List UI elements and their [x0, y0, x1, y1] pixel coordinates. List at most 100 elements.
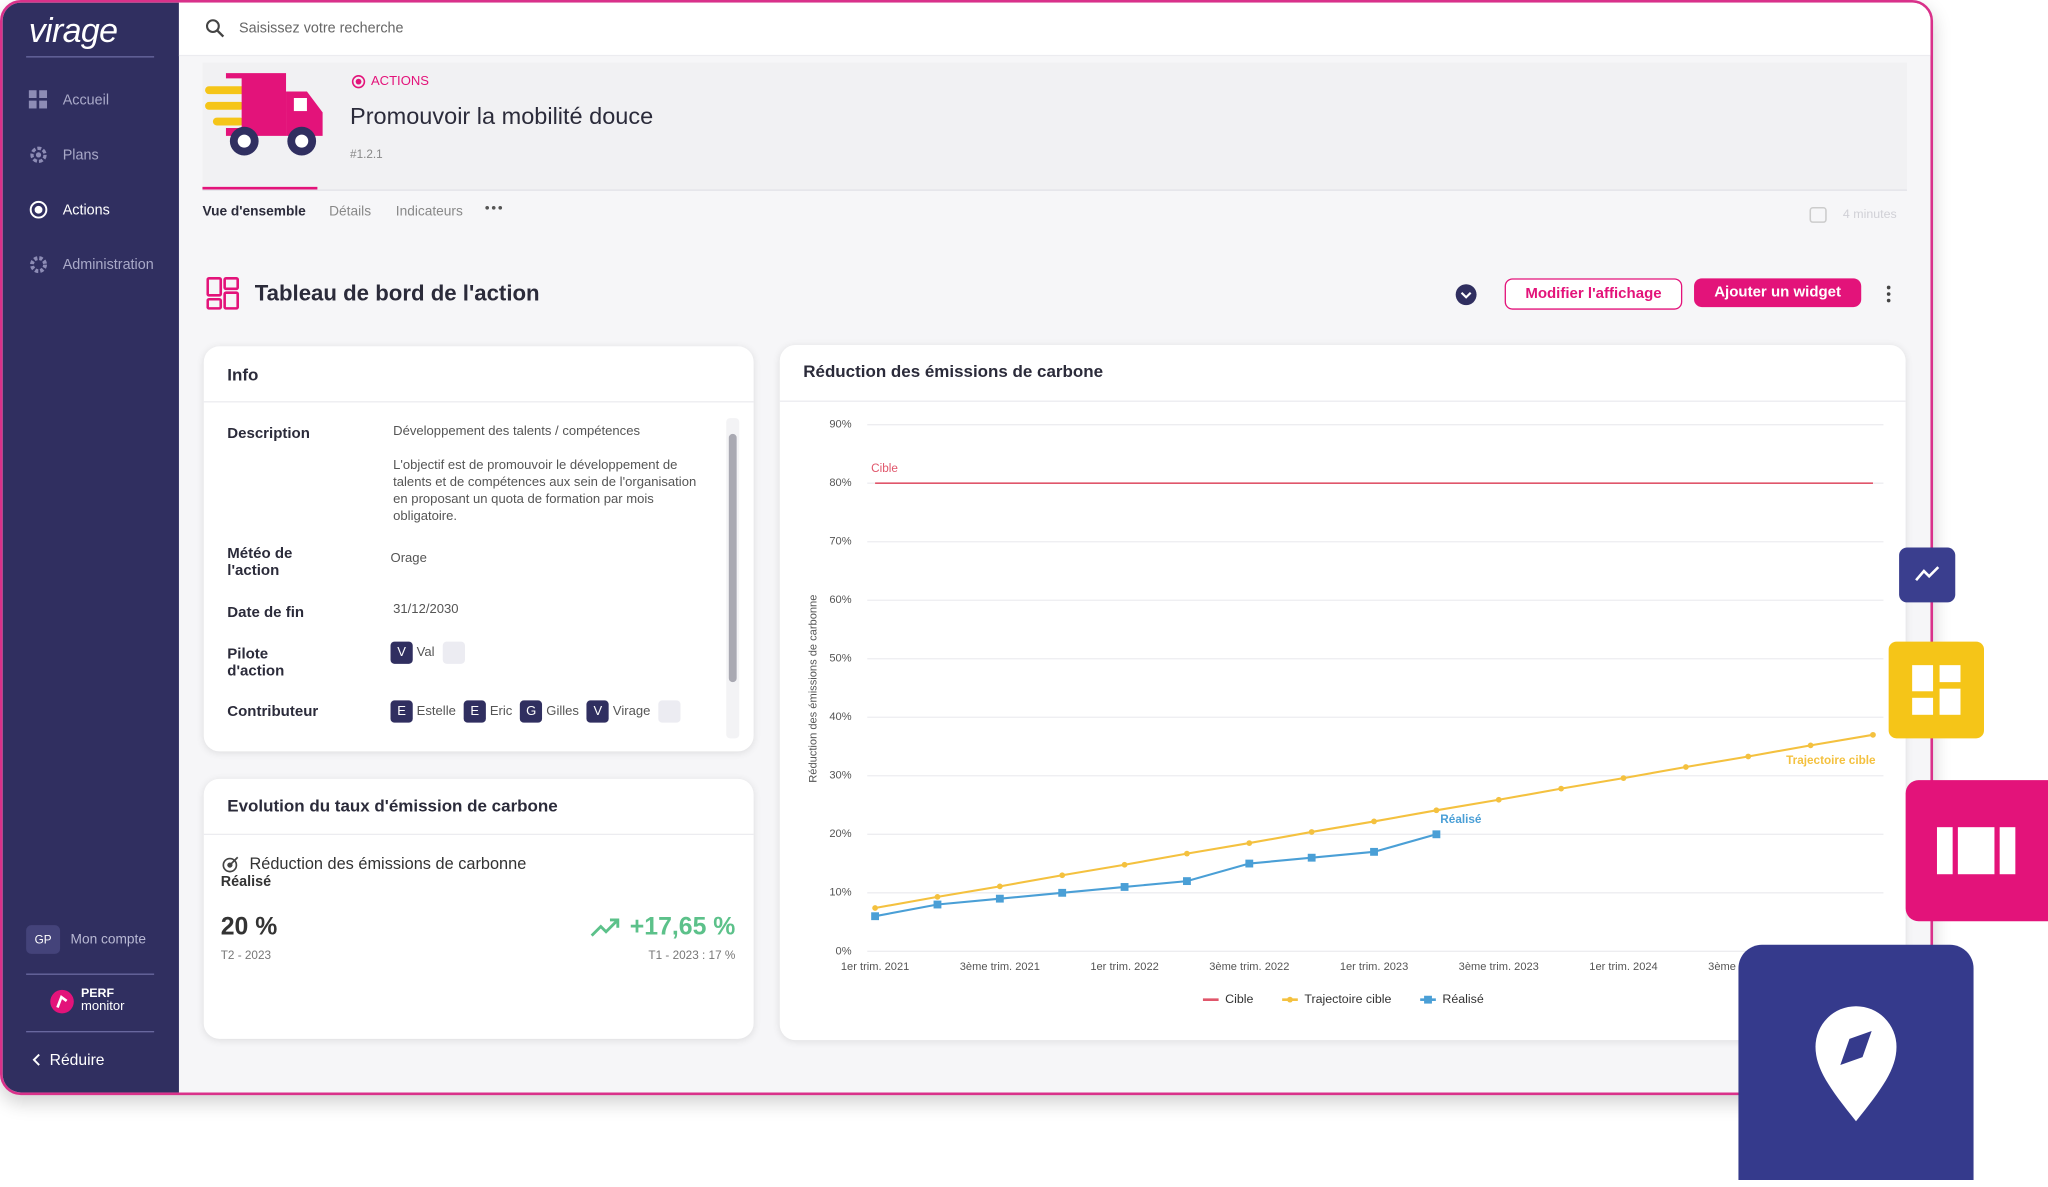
nav-item[interactable]: Accueil	[28, 90, 110, 110]
y-axis-title: Réduction des émissions de carbonne	[808, 595, 820, 783]
nav-item[interactable]: Administration	[29, 255, 154, 275]
person-initial: E	[390, 700, 413, 723]
change: +17,65 %	[590, 913, 736, 942]
collapse-button[interactable]: Réduire	[31, 1051, 105, 1069]
x-tick-label: 1er trim. 2022	[1090, 961, 1158, 973]
chevron	[32, 1053, 40, 1066]
y-tick-label: 40%	[829, 711, 851, 723]
data-point	[1558, 785, 1565, 792]
nav-label: Accueil	[62, 92, 110, 108]
tab[interactable]: Détails	[329, 203, 372, 220]
nav-icon	[30, 146, 47, 164]
brand: PERF monitor	[50, 987, 125, 1014]
nav-label: Actions	[62, 201, 110, 218]
x-tick-label: 3ème trim. 2022	[1209, 961, 1289, 973]
dashboard-icon	[206, 277, 240, 310]
legend-label: Réalisé	[1442, 992, 1483, 1006]
person: V Val	[390, 641, 435, 664]
field-value: Développement des talents / compétences	[393, 424, 640, 440]
tab[interactable]: Indicateurs	[395, 203, 463, 220]
collapse-toggle[interactable]	[1455, 284, 1477, 306]
person-name: Val	[416, 645, 435, 660]
person-name: Eric	[489, 704, 513, 719]
card-title: Info	[227, 364, 259, 385]
nav-item[interactable]: Actions	[29, 200, 110, 220]
x-tick-label: 1er trim. 2021	[841, 961, 909, 973]
data-point	[933, 900, 942, 909]
add-person[interactable]	[658, 700, 681, 723]
legend-item: Trajectoire cible	[1282, 992, 1392, 1006]
category-icon	[351, 75, 366, 89]
current-period: T2 - 2023	[220, 948, 272, 962]
nav-item[interactable]: Plans	[29, 145, 99, 165]
person-name: Gilles	[546, 704, 579, 719]
current-value: 20 %	[220, 913, 278, 941]
active-tab-indicator	[202, 186, 318, 190]
person-name: Virage	[612, 704, 651, 719]
x-tick-label: 3ème trim. 2023	[1459, 961, 1539, 973]
icon	[1936, 827, 2016, 875]
previous-value: T1 - 2023 : 17 %	[648, 948, 736, 962]
data-point	[1184, 850, 1190, 857]
series-label: Cible	[871, 462, 898, 475]
y-tick-label: 50%	[829, 653, 851, 665]
person-initial: E	[463, 700, 486, 723]
data-point	[1433, 807, 1440, 814]
edit-display-button[interactable]: Modifier l'affichage	[1504, 278, 1683, 310]
calendar-icon	[1809, 206, 1827, 223]
y-tick-label: 20%	[829, 828, 851, 840]
tab[interactable]: Vue d'ensemble	[202, 203, 306, 220]
search-icon	[205, 19, 225, 38]
data-point	[1120, 883, 1129, 891]
action-title: Promouvoir la mobilité douce	[350, 103, 654, 130]
data-point	[1370, 847, 1378, 856]
chart: Réduction des émissions de carbone 0% 10%…	[779, 362, 1906, 1006]
add-widget-button[interactable]: Ajouter un widget	[1694, 278, 1862, 308]
divider	[203, 401, 754, 403]
field-label: Pilote d'action	[227, 646, 285, 680]
data-point	[1371, 818, 1377, 825]
data-point	[1495, 796, 1502, 803]
more-tabs[interactable]	[485, 204, 503, 212]
y-tick-label: 30%	[829, 770, 851, 782]
data-point	[1432, 830, 1441, 839]
data-point	[1620, 775, 1627, 781]
nav-icon	[30, 256, 48, 274]
data-point	[995, 894, 1004, 903]
x-tick-label: 1er trim. 2023	[1340, 961, 1408, 973]
data-point	[1058, 888, 1067, 897]
person: V Virage	[586, 700, 651, 723]
field-value: 31/12/2030	[393, 602, 459, 617]
legend-item: Réalisé	[1420, 992, 1484, 1006]
data-point	[996, 883, 1003, 890]
legend-marker	[1424, 995, 1432, 1004]
data-point	[1308, 829, 1315, 835]
field-value: Orage	[390, 551, 427, 566]
person: E Estelle	[390, 700, 456, 723]
people-list: E Estelle E Eric G Gilles V Virage	[390, 700, 681, 723]
divider	[203, 833, 754, 836]
divider	[26, 1031, 155, 1033]
y-tick-label: 60%	[829, 594, 851, 606]
logo: virage	[28, 10, 118, 50]
add-person[interactable]	[442, 641, 465, 664]
indicator-icon	[222, 856, 239, 873]
data-point	[934, 894, 941, 900]
scrollbar-thumb[interactable]	[728, 433, 737, 683]
floating-map-icon	[1738, 944, 1974, 1181]
search-placeholder: Saisissez votre recherche	[239, 20, 404, 37]
menu-button[interactable]	[1885, 285, 1893, 303]
search-bar[interactable]: Saisissez votre recherche	[178, 2, 1931, 57]
y-tick-label: 0%	[836, 945, 852, 957]
data-point	[1183, 877, 1191, 886]
account-initials: GP	[26, 925, 61, 954]
nav-icon	[29, 200, 48, 219]
account[interactable]: GP Mon compte	[26, 925, 146, 954]
sidebar: virage Accueil Plans Actions Administrat…	[2, 2, 179, 1093]
scrollbar[interactable]	[726, 418, 740, 739]
change-value: +17,65 %	[629, 913, 736, 941]
field-text: L'objectif est de promouvoir le développ…	[393, 458, 697, 525]
account-label: Mon compte	[70, 931, 146, 948]
app-window: virage Accueil Plans Actions Administrat…	[0, 0, 1934, 1096]
